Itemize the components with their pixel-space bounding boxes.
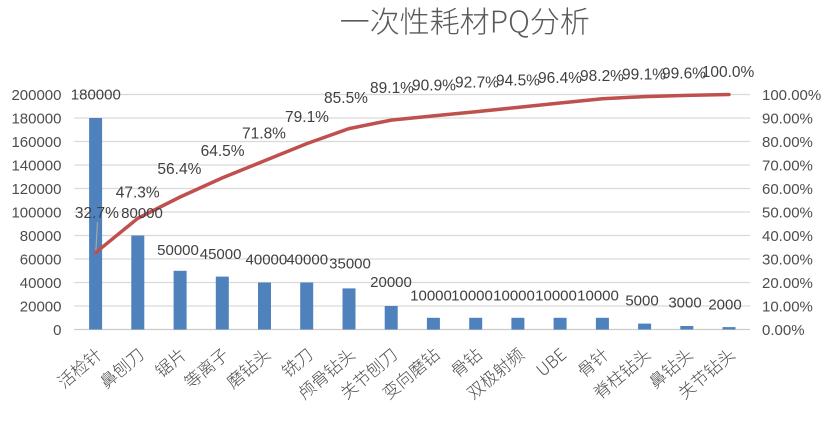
svg-text:79.1%: 79.1% bbox=[285, 109, 329, 126]
svg-text:2000: 2000 bbox=[708, 297, 741, 314]
svg-text:0: 0 bbox=[53, 322, 61, 339]
svg-text:100000: 100000 bbox=[11, 204, 61, 221]
svg-text:180000: 180000 bbox=[71, 87, 121, 104]
svg-text:10000: 10000 bbox=[451, 287, 493, 304]
svg-text:92.7%: 92.7% bbox=[455, 75, 499, 92]
svg-text:10000: 10000 bbox=[577, 287, 619, 304]
svg-text:80.00%: 80.00% bbox=[762, 134, 813, 151]
svg-text:140000: 140000 bbox=[11, 157, 61, 174]
svg-text:32.7%: 32.7% bbox=[75, 205, 119, 222]
svg-text:10.00%: 10.00% bbox=[762, 298, 813, 315]
svg-text:160000: 160000 bbox=[11, 134, 61, 151]
svg-text:40000: 40000 bbox=[246, 252, 288, 269]
svg-text:90.9%: 90.9% bbox=[412, 78, 456, 95]
svg-text:40.00%: 40.00% bbox=[762, 228, 813, 245]
svg-text:10000: 10000 bbox=[493, 287, 535, 304]
svg-text:40000: 40000 bbox=[286, 252, 328, 269]
svg-text:98.2%: 98.2% bbox=[580, 68, 624, 85]
svg-text:89.1%: 89.1% bbox=[370, 80, 414, 97]
svg-text:64.5%: 64.5% bbox=[201, 143, 245, 160]
svg-text:60.00%: 60.00% bbox=[762, 181, 813, 198]
svg-text:47.3%: 47.3% bbox=[116, 185, 160, 202]
svg-text:120000: 120000 bbox=[11, 181, 61, 198]
svg-text:0.00%: 0.00% bbox=[762, 322, 805, 339]
svg-text:200000: 200000 bbox=[11, 87, 61, 104]
svg-text:100.00%: 100.00% bbox=[762, 87, 821, 104]
svg-text:45000: 45000 bbox=[200, 246, 242, 263]
svg-text:80000: 80000 bbox=[121, 205, 163, 222]
svg-text:5000: 5000 bbox=[625, 292, 658, 309]
svg-text:20.00%: 20.00% bbox=[762, 275, 813, 292]
svg-text:56.4%: 56.4% bbox=[157, 161, 201, 178]
svg-text:60000: 60000 bbox=[20, 251, 62, 268]
svg-text:10000: 10000 bbox=[535, 287, 577, 304]
svg-text:71.8%: 71.8% bbox=[242, 125, 286, 142]
svg-text:99.6%: 99.6% bbox=[662, 65, 706, 82]
svg-text:50000: 50000 bbox=[157, 242, 199, 259]
svg-text:70.00%: 70.00% bbox=[762, 157, 813, 174]
svg-text:100.0%: 100.0% bbox=[702, 64, 755, 81]
svg-text:85.5%: 85.5% bbox=[324, 90, 368, 107]
svg-text:96.4%: 96.4% bbox=[538, 70, 582, 87]
svg-text:90.00%: 90.00% bbox=[762, 110, 813, 127]
svg-text:40000: 40000 bbox=[20, 275, 62, 292]
svg-text:180000: 180000 bbox=[11, 110, 61, 127]
svg-text:80000: 80000 bbox=[20, 228, 62, 245]
svg-text:50.00%: 50.00% bbox=[762, 204, 813, 221]
svg-text:3000: 3000 bbox=[668, 295, 701, 312]
svg-text:99.1%: 99.1% bbox=[622, 67, 666, 84]
svg-text:10000: 10000 bbox=[410, 287, 452, 304]
svg-text:20000: 20000 bbox=[20, 298, 62, 315]
svg-text:30.00%: 30.00% bbox=[762, 251, 813, 268]
svg-text:35000: 35000 bbox=[329, 256, 371, 273]
svg-text:94.5%: 94.5% bbox=[496, 73, 540, 90]
svg-text:20000: 20000 bbox=[370, 274, 412, 291]
